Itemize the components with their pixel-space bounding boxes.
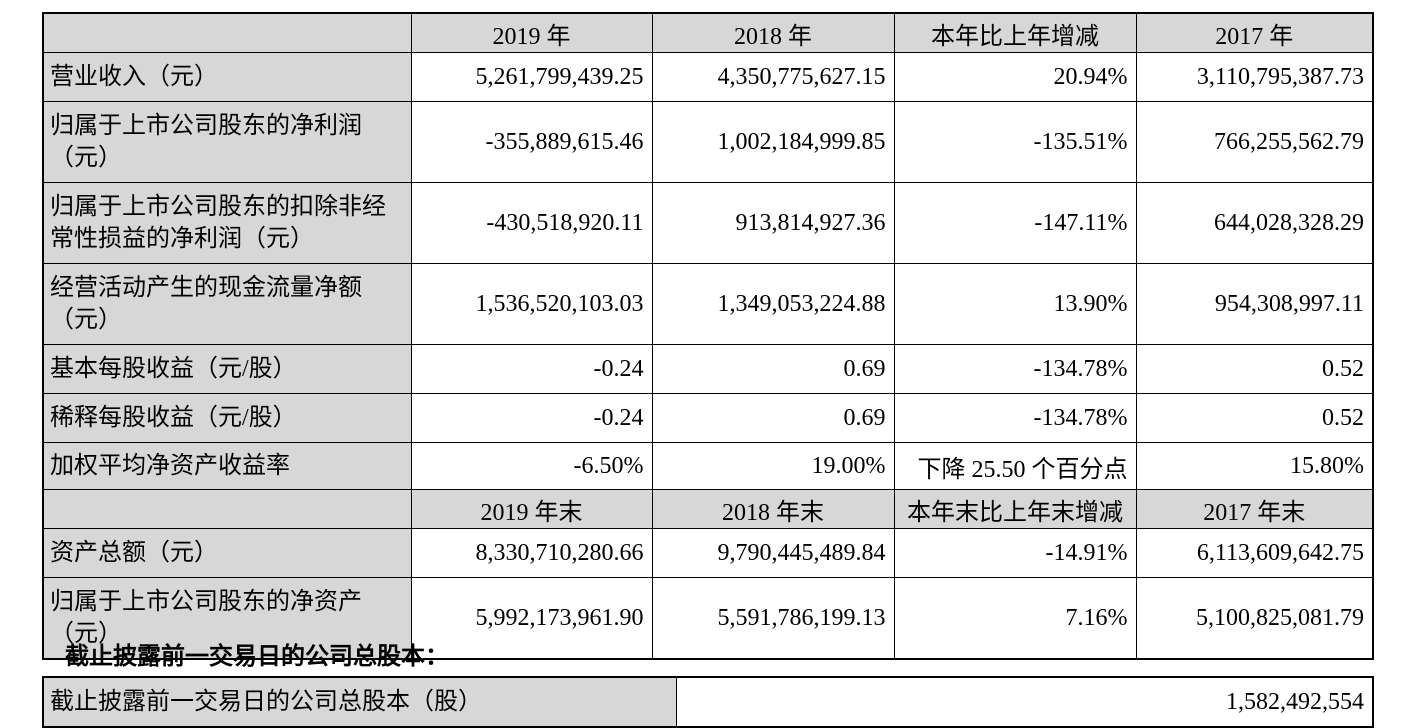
annual-header-row: 2019 年 2018 年 本年比上年增减 2017 年 [42, 12, 1374, 53]
year-end-header-row: 2019 年末 2018 年末 本年末比上年末增减 2017 年末 [42, 489, 1374, 529]
table-row-total-assets: 资产总额（元） 8,330,710,280.66 9,790,445,489.8… [42, 528, 1374, 578]
value-cell-2017: 766,255,562.79 [1135, 101, 1374, 183]
value-cell-change: -134.78% [893, 344, 1137, 394]
table-row-revenue: 营业收入（元） 5,261,799,439.25 4,350,775,627.1… [42, 52, 1374, 102]
row-label-cell: 经营活动产生的现金流量净额 （元） [42, 263, 412, 345]
value-cell-change: -135.51% [893, 101, 1137, 183]
value-cell-2017: 0.52 [1135, 393, 1374, 443]
financial-summary-table: 2019 年 2018 年 本年比上年增减 2017 年 营业收入（元） 5,2… [42, 12, 1374, 660]
row-label-cell: 归属于上市公司股东的净利润 （元） [42, 101, 412, 183]
table-row-operating-cash-flow: 经营活动产生的现金流量净额 （元） 1,536,520,103.03 1,349… [42, 263, 1374, 345]
table-row-net-assets: 归属于上市公司股东的净资产 （元） 5,992,173,961.90 5,591… [42, 577, 1374, 660]
value-cell-2019: -0.24 [410, 344, 653, 394]
value-cell-2019: -0.24 [410, 393, 653, 443]
year-2019-header: 2019 年 [410, 12, 653, 53]
value-cell-2018: 913,814,927.36 [651, 182, 895, 264]
value-cell-2018: 0.69 [651, 393, 895, 443]
value-cell-2019: -6.50% [410, 442, 653, 490]
row-label-cell: 基本每股收益（元/股） [42, 344, 412, 394]
value-cell-2017: 0.52 [1135, 344, 1374, 394]
share-capital-value-cell: 1,582,492,554 [675, 676, 1374, 728]
row-label-cell: 营业收入（元） [42, 52, 412, 102]
blank-header-cell [42, 489, 412, 529]
value-cell-2019: -355,889,615.46 [410, 101, 653, 183]
value-cell-change: 7.16% [893, 577, 1137, 660]
year-end-2018-header: 2018 年末 [651, 489, 895, 529]
row-label-cell: 加权平均净资产收益率 [42, 442, 412, 490]
value-cell-2019: -430,518,920.11 [410, 182, 653, 264]
value-cell-2018: 5,591,786,199.13 [651, 577, 895, 660]
year-end-2019-header: 2019 年末 [410, 489, 653, 529]
blank-header-cell [42, 12, 412, 53]
year-end-change-header: 本年末比上年末增减 [893, 489, 1137, 529]
table-row-basic-eps: 基本每股收益（元/股） -0.24 0.69 -134.78% 0.52 [42, 344, 1374, 394]
table-row-net-profit-deducted: 归属于上市公司股东的扣除非经 常性损益的净利润（元） -430,518,920.… [42, 182, 1374, 264]
table-row-share-capital: 截止披露前一交易日的公司总股本（股） 1,582,492,554 [42, 676, 1374, 728]
row-label-cell: 资产总额（元） [42, 528, 412, 578]
share-capital-table: 截止披露前一交易日的公司总股本（股） 1,582,492,554 [42, 676, 1374, 728]
value-cell-2018: 1,349,053,224.88 [651, 263, 895, 345]
year-end-2017-header: 2017 年末 [1135, 489, 1374, 529]
year-2018-header: 2018 年 [651, 12, 895, 53]
value-cell-2018: 19.00% [651, 442, 895, 490]
value-cell-2019: 8,330,710,280.66 [410, 528, 653, 578]
row-label-cell: 归属于上市公司股东的扣除非经 常性损益的净利润（元） [42, 182, 412, 264]
value-cell-change: 20.94% [893, 52, 1137, 102]
value-cell-2019: 1,536,520,103.03 [410, 263, 653, 345]
yoy-change-header: 本年比上年增减 [893, 12, 1137, 53]
value-cell-2017: 954,308,997.11 [1135, 263, 1374, 345]
value-cell-change: -134.78% [893, 393, 1137, 443]
year-2017-header: 2017 年 [1135, 12, 1374, 53]
table-row-weighted-roe: 加权平均净资产收益率 -6.50% 19.00% 下降 25.50 个百分点 1… [42, 442, 1374, 490]
row-label-cell: 稀释每股收益（元/股） [42, 393, 412, 443]
table-row-net-profit: 归属于上市公司股东的净利润 （元） -355,889,615.46 1,002,… [42, 101, 1374, 183]
total-share-capital-note: 截止披露前一交易日的公司总股本： [65, 644, 449, 670]
value-cell-2017: 15.80% [1135, 442, 1374, 490]
value-cell-2017: 5,100,825,081.79 [1135, 577, 1374, 660]
row-label-cell: 归属于上市公司股东的净资产 （元） [42, 577, 412, 660]
row-label-cell: 截止披露前一交易日的公司总股本（股） [42, 676, 677, 728]
value-cell-change: -14.91% [893, 528, 1137, 578]
value-cell-2019: 5,992,173,961.90 [410, 577, 653, 660]
value-cell-change: 下降 25.50 个百分点 [893, 442, 1137, 490]
value-cell-2017: 3,110,795,387.73 [1135, 52, 1374, 102]
value-cell-2018: 0.69 [651, 344, 895, 394]
value-cell-2017: 6,113,609,642.75 [1135, 528, 1374, 578]
value-cell-2017: 644,028,328.29 [1135, 182, 1374, 264]
value-cell-2018: 9,790,445,489.84 [651, 528, 895, 578]
table-row-diluted-eps: 稀释每股收益（元/股） -0.24 0.69 -134.78% 0.52 [42, 393, 1374, 443]
value-cell-change: -147.11% [893, 182, 1137, 264]
value-cell-change: 13.90% [893, 263, 1137, 345]
value-cell-2019: 5,261,799,439.25 [410, 52, 653, 102]
value-cell-2018: 4,350,775,627.15 [651, 52, 895, 102]
value-cell-2018: 1,002,184,999.85 [651, 101, 895, 183]
